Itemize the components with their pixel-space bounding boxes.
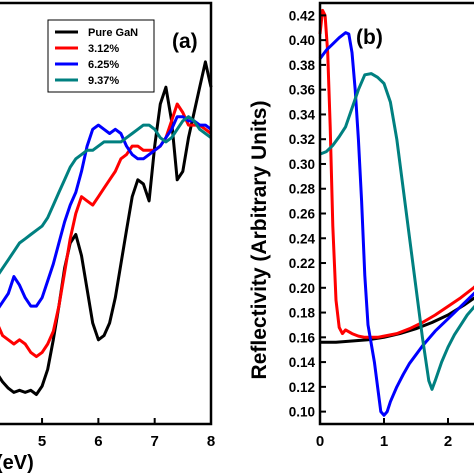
panel-a: 5 6 7 8 (a) (eV) Pure GaN 3.12% 6.25% 9.37% xyxy=(0,1,215,474)
panel-a-x-tick-label: 7 xyxy=(151,433,159,450)
legend-label-9-37: 9.37% xyxy=(88,75,119,87)
panel-a-x-tick-label: 8 xyxy=(207,433,215,450)
legend-label-3-12: 3.12% xyxy=(88,43,119,55)
panel-b-series-lines xyxy=(318,8,474,417)
panel-b-x-tick-label: 0 xyxy=(316,433,324,450)
panel-b-series-6-25 xyxy=(318,31,474,417)
panel-a-series-6-25 xyxy=(0,115,212,309)
panel-b-y-tick-label: 0.30 xyxy=(289,157,315,172)
panel-b-y-tick-label: 0.14 xyxy=(289,355,316,370)
panel-b-y-tick-label: 0.18 xyxy=(289,306,316,321)
panel-b-y-tick-label: 0.12 xyxy=(289,380,315,395)
panel-b-y-tick-label: 0.20 xyxy=(289,281,315,296)
legend: Pure GaN 3.12% 6.25% 9.37% xyxy=(47,19,155,93)
panel-b: 0.10 0.12 0.14 0.16 0.18 0.20 0.22 0.24 0.26 0.28… xyxy=(248,1,474,450)
panel-b-x-tick-label: 2 xyxy=(444,433,452,450)
panel-b-y-ticks: 0.10 0.12 0.14 0.16 0.18 0.20 0.22 0.24 0.26 0.28… xyxy=(289,8,326,420)
panel-b-plot-frame xyxy=(318,1,474,426)
panel-a-series-3-12 xyxy=(0,102,212,359)
panel-b-x-tick-label: 1 xyxy=(380,433,388,450)
panel-b-y-tick-label: 0.42 xyxy=(289,8,315,23)
panel-a-x-tick-label: 6 xyxy=(94,433,102,450)
panel-b-series-9-37 xyxy=(319,72,474,391)
panel-b-y-tick-label: 0.34 xyxy=(289,107,316,122)
panel-a-x-tick-label: 5 xyxy=(38,433,46,450)
panel-b-y-tick-label: 0.10 xyxy=(289,405,315,420)
panel-b-y-tick-label: 0.40 xyxy=(289,33,315,48)
panel-b-y-tick-label: 0.16 xyxy=(289,330,316,345)
legend-entries: Pure GaN 3.12% 6.25% 9.37% xyxy=(55,27,138,87)
panel-b-y-tick-label: 0.26 xyxy=(289,207,316,222)
panel-b-y-tick-label: 0.24 xyxy=(289,231,316,246)
panel-a-series-lines xyxy=(0,60,213,396)
panel-b-y-tick-label: 0.36 xyxy=(289,83,316,98)
panel-a-label: (a) xyxy=(172,30,198,53)
legend-label-pure-gan: Pure GaN xyxy=(88,27,138,39)
panel-a-series-pure-gan xyxy=(0,60,213,396)
panel-b-series-3-12 xyxy=(318,8,474,339)
legend-label-6-25: 6.25% xyxy=(88,59,119,71)
panel-a-plot-frame xyxy=(0,1,213,426)
panel-b-y-tick-label: 0.38 xyxy=(289,58,316,73)
panel-b-label: (b) xyxy=(356,26,383,49)
panel-b-y-tick-label: 0.28 xyxy=(289,182,316,197)
panel-b-y-tick-label: 0.22 xyxy=(289,256,315,271)
panel-b-y-tick-label: 0.32 xyxy=(289,132,315,147)
panel-b-y-axis-label: Reflectivity (Arbitrary Units) xyxy=(248,101,271,380)
panel-a-series-9-37 xyxy=(0,115,212,275)
panel-a-x-axis-label: (eV) xyxy=(0,452,34,474)
